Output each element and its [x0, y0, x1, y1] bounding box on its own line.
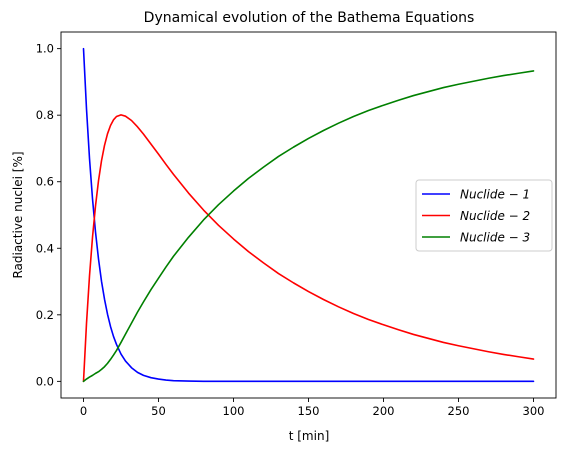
y-axis-label: Radiactive nuclei [%]: [11, 151, 25, 278]
legend-label-1: Nuclide − 1: [460, 188, 530, 202]
x-tick-label: 300: [523, 404, 545, 418]
plot-area: [82, 47, 535, 383]
axis-ticks: 0 50 100 150 200 250 300 0.0 0.2 0.4 0.6 0.8 1.0: [36, 42, 545, 418]
y-tick-label: 0.6: [36, 175, 54, 189]
x-tick-label: 200: [373, 404, 395, 418]
series-line-1: [82, 47, 535, 383]
y-tick-label: 0.4: [36, 241, 54, 255]
y-tick-label: 0.0: [36, 374, 54, 388]
y-tick-label: 0.8: [36, 108, 54, 122]
y-tick-label: 1.0: [36, 42, 54, 56]
x-tick-label: 50: [151, 404, 166, 418]
legend: Nuclide − 1 Nuclide − 2 Nuclide − 3: [415, 179, 553, 252]
x-axis-label: t [min]: [289, 429, 330, 443]
y-tick-label: 0.2: [36, 308, 54, 322]
legend-label-3: Nuclide − 3: [460, 231, 530, 245]
legend-box: [415, 179, 553, 252]
x-tick-label: 150: [298, 404, 320, 418]
series-line-2: [82, 114, 535, 383]
x-tick-label: 250: [448, 404, 470, 418]
legend-label-2: Nuclide − 2: [460, 209, 530, 223]
x-tick-label: 100: [223, 404, 245, 418]
series-line-3: [82, 70, 535, 383]
x-tick-label: 0: [80, 404, 87, 418]
chart-title: Dynamical evolution of the Bathema Equat…: [144, 10, 475, 26]
